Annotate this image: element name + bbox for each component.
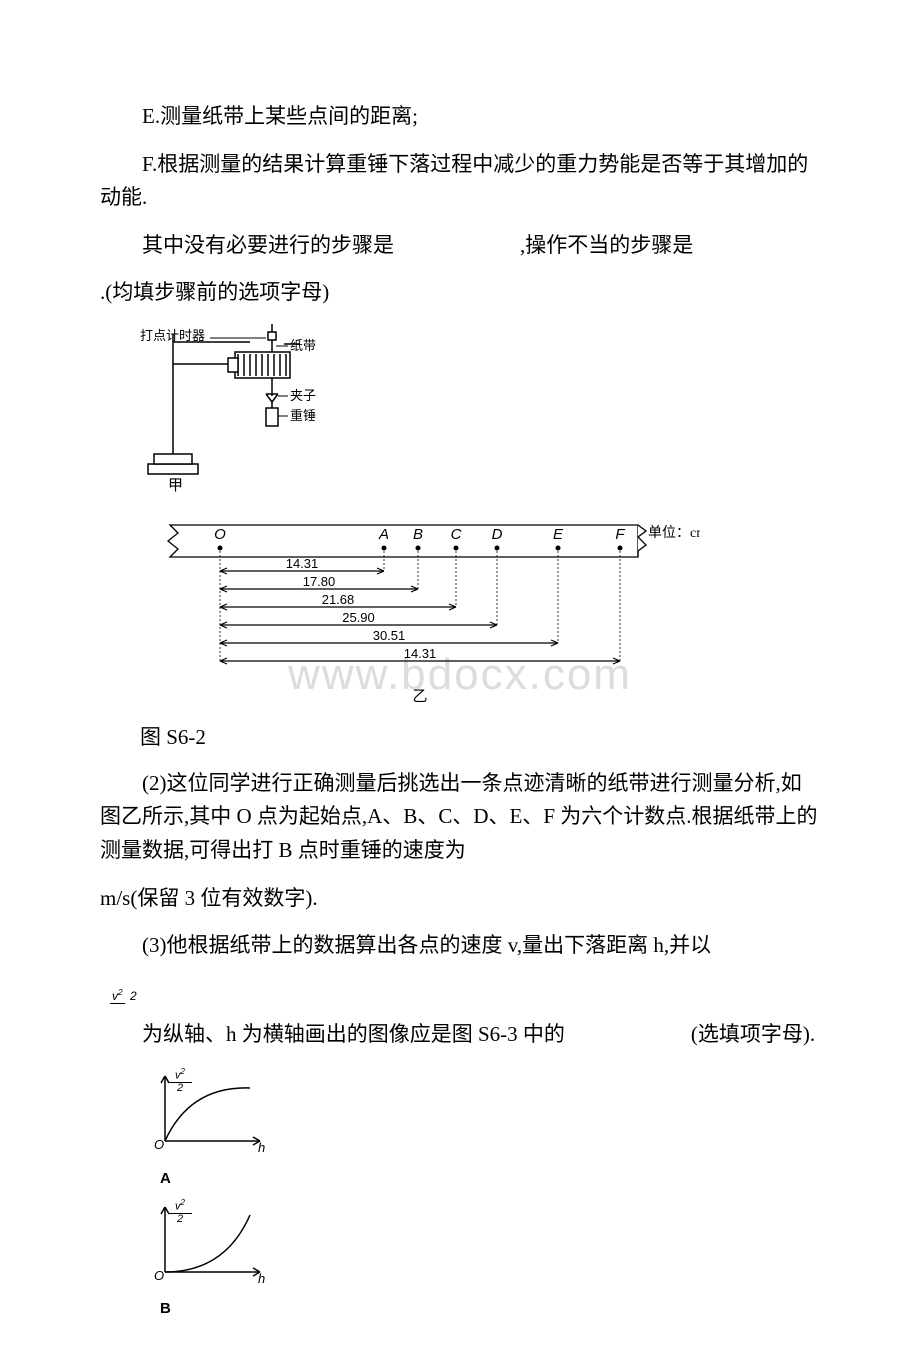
- document-content: E.测量纸带上某些点间的距离; F.根据测量的结果计算重锤下落过程中减少的重力势…: [100, 100, 820, 1321]
- tape-caption: 乙: [412, 689, 427, 705]
- svg-text:D: D: [492, 526, 503, 543]
- tape-unit: 单位：cm: [648, 525, 700, 541]
- question-2-tail: m/s(保留 3 位有效数字).: [100, 882, 820, 916]
- apparatus-svg: 打点计时器 纸带 夹子 重锤 甲: [140, 324, 360, 494]
- small-graph-b: O h v2 2: [140, 1197, 820, 1298]
- figure-apparatus: 打点计时器 纸带 夹子 重锤 甲: [140, 324, 820, 505]
- blank-1: [394, 229, 520, 263]
- svg-text:14.31: 14.31: [286, 556, 319, 571]
- frac-inline: v2 2: [100, 977, 820, 1011]
- figure-tape: O A B C D E F 单位：cm 14.31 17.80 21.68 25.90 30.51 1…: [140, 515, 820, 716]
- small-graph-a: O h v2 2: [140, 1066, 820, 1167]
- svg-text:25.90: 25.90: [342, 610, 375, 625]
- apparatus-caption: 甲: [168, 478, 183, 494]
- text-segment: 其中没有必要进行的步骤是: [142, 233, 394, 257]
- label-clamp: 夹子: [290, 388, 316, 403]
- frac-den: 2: [128, 989, 139, 1003]
- x-axis-label: h: [258, 1271, 265, 1286]
- question-3b: 为纵轴、h 为横轴画出的图像应是图 S6-3 中的 (选填项字母).: [100, 1018, 820, 1052]
- step-f: F.根据测量的结果计算重锤下落过程中减少的重力势能是否等于其增加的动能.: [100, 148, 820, 215]
- text-segment: 为纵轴、h 为横轴画出的图像应是图 S6-3 中的: [142, 1022, 565, 1046]
- label-weight: 重锤: [290, 408, 316, 423]
- figure-caption-s6-2: 图 S6-2: [140, 721, 820, 755]
- svg-text:O: O: [214, 526, 226, 543]
- steps-question: 其中没有必要进行的步骤是 ,操作不当的步骤是: [100, 229, 820, 263]
- steps-question-tail: .(均填步骤前的选项字母): [100, 276, 820, 310]
- graph-label-a: A: [160, 1167, 820, 1191]
- svg-text:A: A: [378, 526, 389, 543]
- svg-text:21.68: 21.68: [322, 592, 355, 607]
- origin-label: O: [154, 1137, 164, 1152]
- text-segment: ,操作不当的步骤是: [520, 233, 693, 257]
- graph-label-b: B: [160, 1297, 820, 1321]
- question-2: (2)这位同学进行正确测量后挑选出一条点迹清晰的纸带进行测量分析,如图乙所示,其…: [100, 767, 820, 868]
- svg-text:30.51: 30.51: [373, 628, 406, 643]
- origin-label: O: [154, 1268, 164, 1283]
- svg-text:17.80: 17.80: [303, 574, 336, 589]
- question-3a: (3)他根据纸带上的数据算出各点的速度 v,量出下落距离 h,并以: [100, 929, 820, 963]
- x-axis-label: h: [258, 1140, 265, 1155]
- frac-sup: 2: [118, 987, 123, 997]
- blank-3: [466, 834, 592, 868]
- tape-svg: O A B C D E F 单位：cm 14.31 17.80 21.68 25.90 30.51 1…: [140, 515, 700, 705]
- step-e: E.测量纸带上某些点间的距离;: [100, 100, 820, 134]
- text-segment: (选填项字母).: [691, 1022, 815, 1046]
- svg-text:C: C: [451, 526, 462, 543]
- svg-text:F: F: [615, 526, 625, 543]
- label-tape: 纸带: [290, 338, 316, 353]
- text-segment: (2)这位同学进行正确测量后挑选出一条点迹清晰的纸带进行测量分析,如图乙所示,其…: [100, 771, 818, 862]
- label-timer: 打点计时器: [140, 328, 205, 343]
- svg-text:B: B: [413, 526, 423, 543]
- svg-text:14.31: 14.31: [404, 646, 437, 661]
- blank-2: [693, 229, 819, 263]
- blank-4: [565, 1018, 691, 1052]
- svg-text:E: E: [553, 526, 564, 543]
